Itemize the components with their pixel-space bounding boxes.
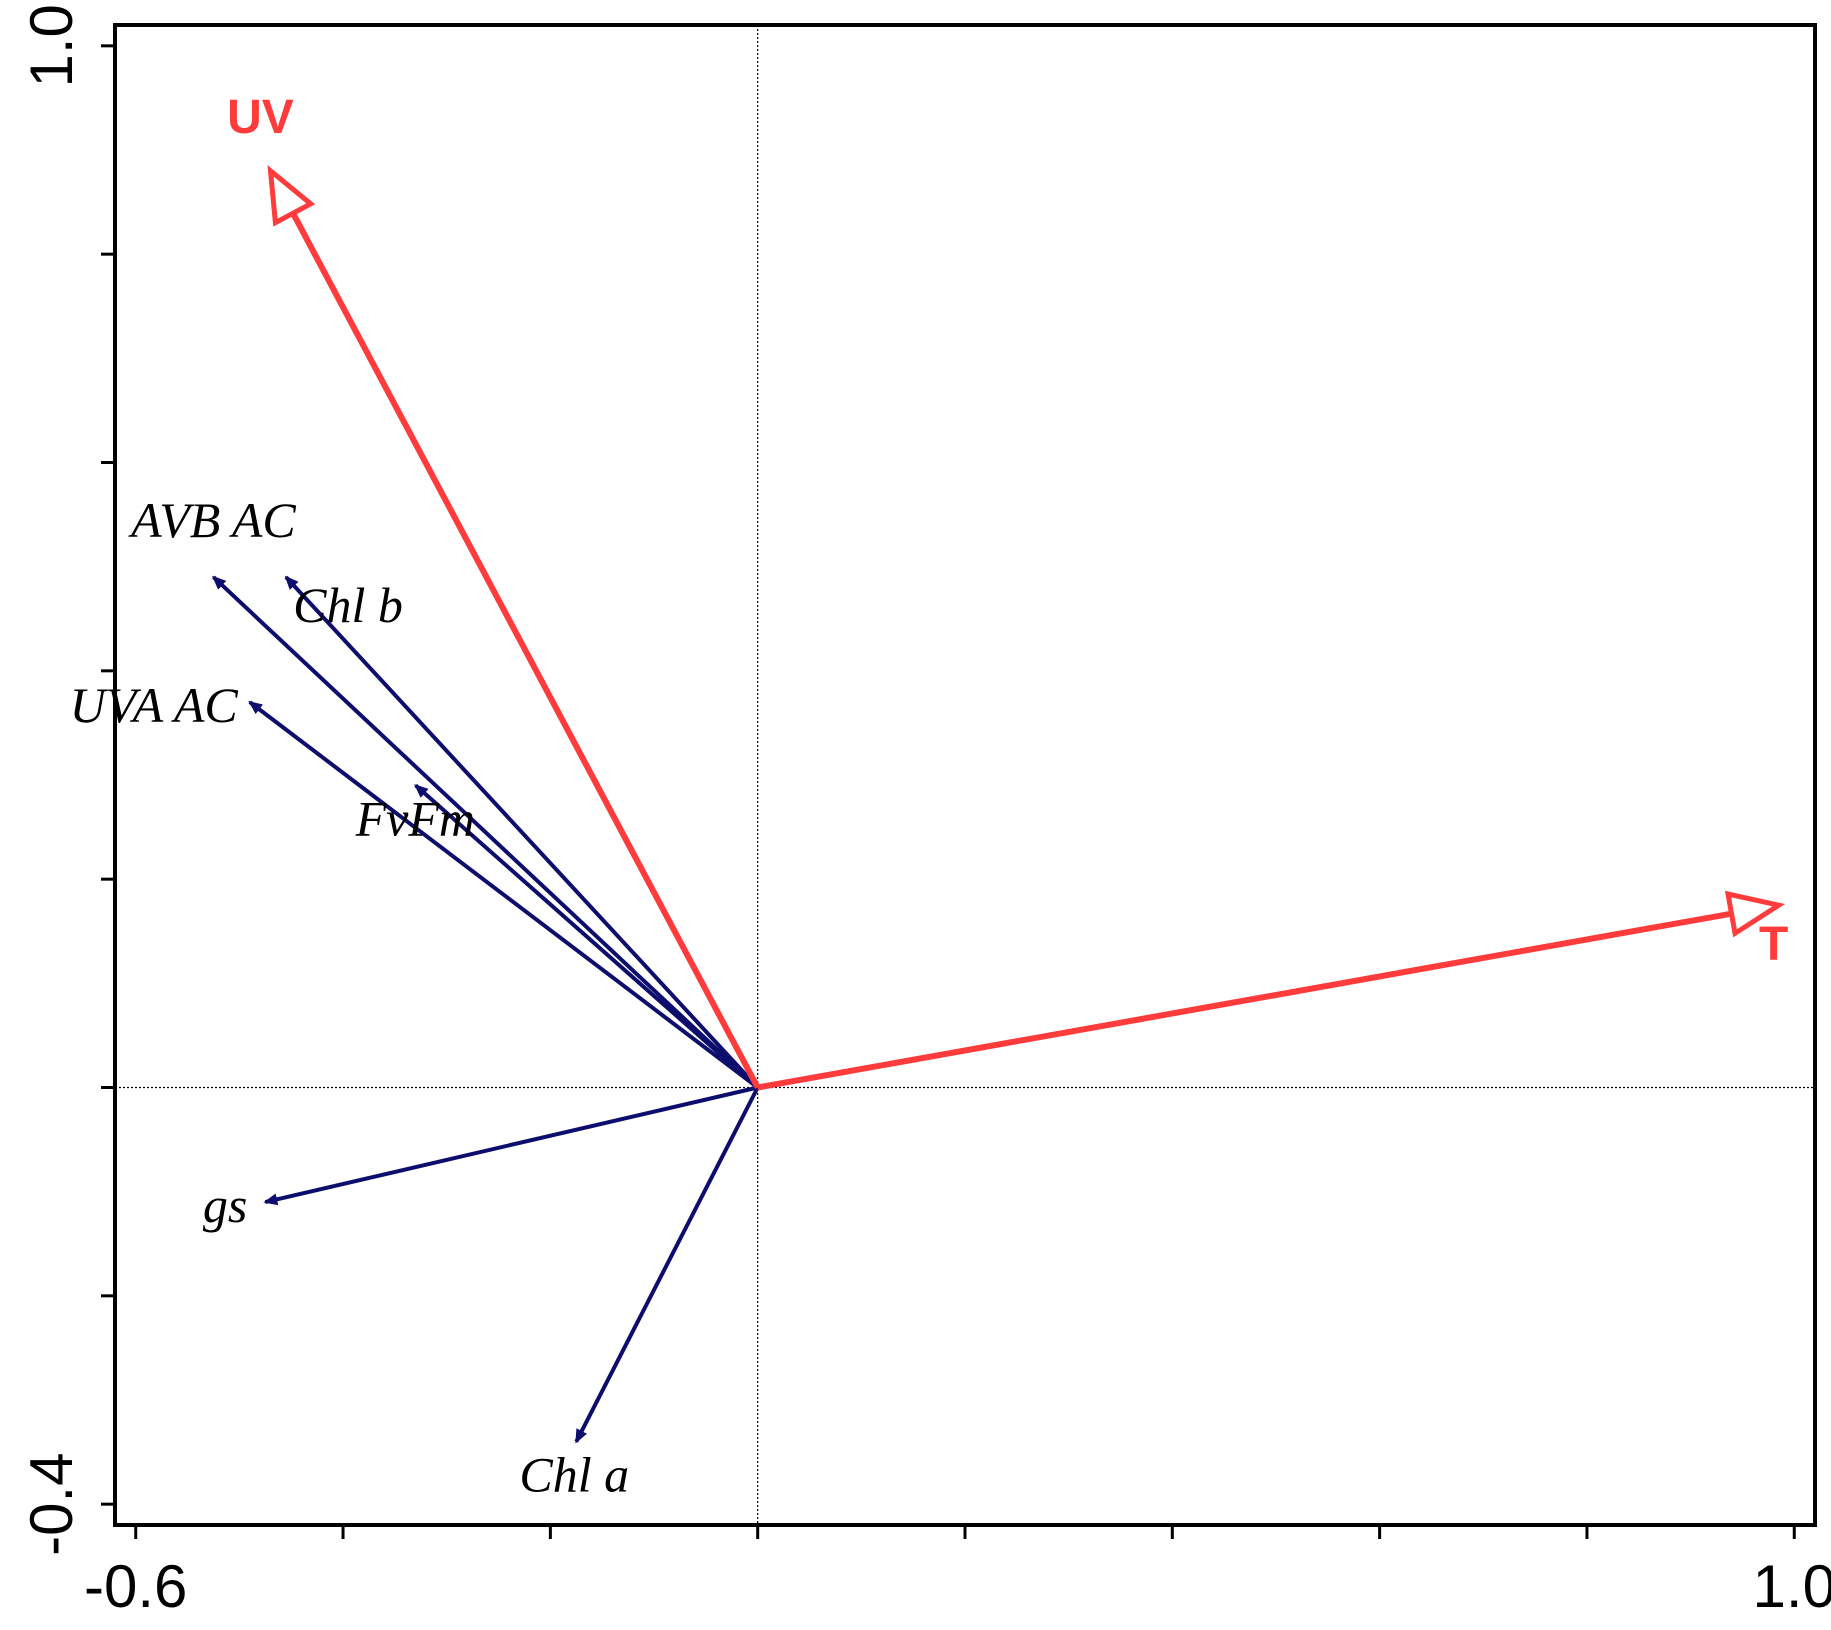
plot-frame bbox=[113, 23, 1817, 1527]
vector-gs bbox=[263, 1085, 759, 1206]
vector-chl-b bbox=[284, 575, 760, 1089]
vector-label-t: T bbox=[1759, 918, 1788, 971]
vector-fvfm bbox=[414, 783, 760, 1089]
arrowhead-uv bbox=[267, 165, 316, 227]
environmental-vectors-layer: UV T bbox=[227, 91, 1788, 1091]
axis-ticks-layer: -0.6 1.0 1.0 -0.4 bbox=[18, 4, 1831, 1620]
x-tick-label-1: 1.0 bbox=[1753, 1553, 1831, 1620]
vector-label-gs: gs bbox=[203, 1177, 247, 1233]
vector-label-uv: UV bbox=[227, 91, 294, 144]
vector-label-avb-ac: AVB AC bbox=[128, 492, 296, 548]
x-tick-label-0: -0.6 bbox=[84, 1553, 187, 1620]
vector-t bbox=[757, 910, 1732, 1091]
vector-chl-a bbox=[574, 1086, 760, 1444]
vector-uva-ac bbox=[248, 700, 759, 1090]
vector-label-chl-a: Chl a bbox=[519, 1447, 629, 1503]
vector-label-uva-ac: UVA AC bbox=[70, 677, 239, 733]
y-tick-label-1: -0.4 bbox=[18, 1452, 85, 1555]
response-vectors-layer: AVB AC Chl b UVA AC FvFm gs Chl a bbox=[70, 492, 760, 1503]
vector-avb-ac bbox=[212, 575, 760, 1089]
vector-label-chl-b: Chl b bbox=[293, 577, 403, 633]
vector-label-fvfm: FvFm bbox=[355, 790, 475, 846]
y-tick-label-0: 1.0 bbox=[18, 4, 85, 87]
plot-frame-layer bbox=[113, 23, 1817, 1527]
vector-uv bbox=[290, 211, 761, 1089]
arrowhead-t bbox=[1724, 890, 1786, 938]
